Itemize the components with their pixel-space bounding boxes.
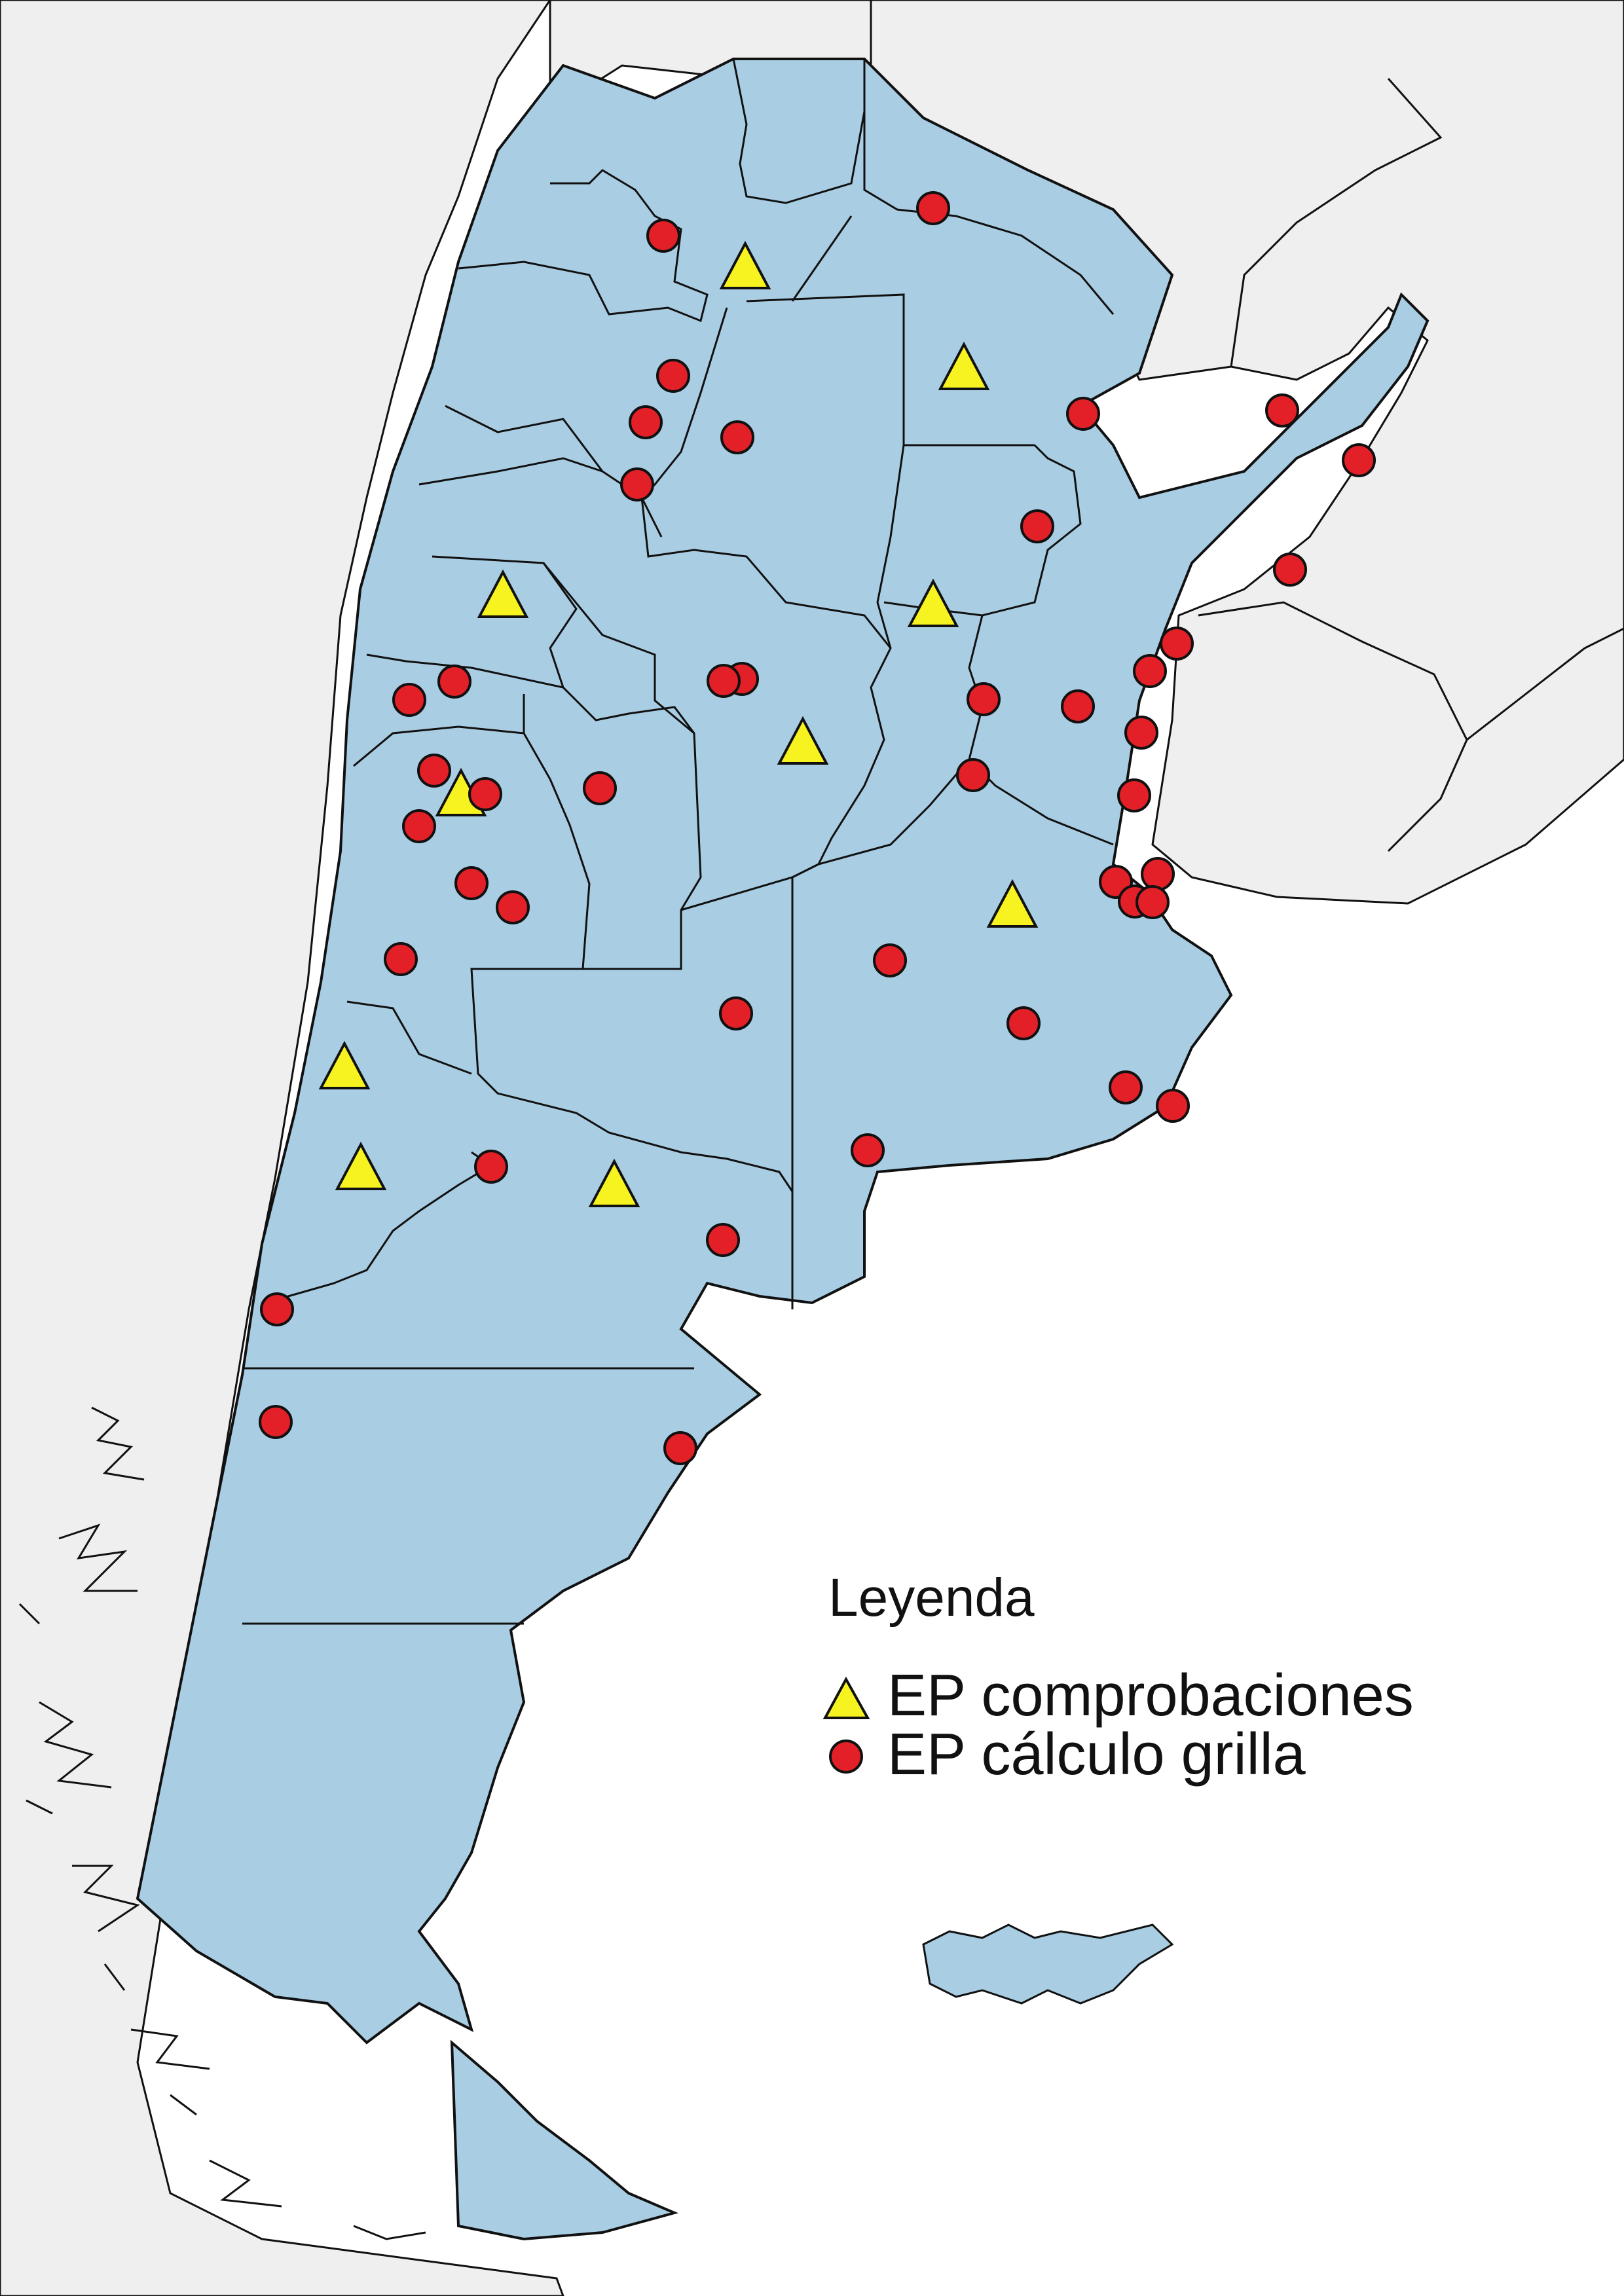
comprobacion-triangle-marker <box>335 1141 387 1190</box>
grilla-circle-marker <box>454 866 489 900</box>
neighbor-borders <box>870 0 1624 852</box>
grilla-circle-marker <box>474 1150 508 1184</box>
grilla-circle-marker <box>620 467 654 501</box>
comprobacion-triangle-marker <box>588 1158 640 1207</box>
neighbor-land-west <box>0 0 564 2296</box>
grilla-circle-marker <box>629 405 663 439</box>
grilla-markers <box>259 191 1376 1465</box>
argentina-mainland <box>136 58 1430 2045</box>
grilla-circle-marker <box>707 664 741 698</box>
grilla-circle-marker <box>437 665 471 699</box>
legend-label-grilla: EP cálculo grilla <box>887 1722 1306 1787</box>
comprobacion-triangle-marker <box>318 1040 371 1089</box>
legend-title: Leyenda <box>828 1568 1035 1628</box>
comprobacion-triangle-marker <box>986 879 1039 928</box>
grilla-circle-marker <box>916 191 950 225</box>
grilla-circle-marker <box>1156 1089 1190 1123</box>
grilla-circle-marker <box>1265 393 1299 428</box>
grilla-circle-marker <box>646 219 680 253</box>
grilla-circle-marker <box>1124 716 1158 750</box>
grilla-circle-marker <box>1066 397 1100 431</box>
comprobacion-triangle-marker <box>477 569 529 618</box>
grilla-circle-marker <box>384 942 418 976</box>
legend-circle-icon <box>829 1740 863 1774</box>
grilla-circle-marker <box>583 771 617 805</box>
grilla-circle-marker <box>496 890 530 924</box>
grilla-circle-marker <box>706 1223 740 1257</box>
grilla-circle-marker <box>1273 553 1307 587</box>
grilla-circle-marker <box>851 1133 885 1167</box>
grilla-circle-marker <box>663 1431 697 1465</box>
grilla-circle-marker <box>1133 654 1167 688</box>
grilla-circle-marker <box>1135 885 1170 919</box>
grilla-circle-marker <box>1160 627 1194 661</box>
comprobacion-triangle-marker <box>938 341 990 390</box>
grilla-circle-marker <box>719 996 753 1030</box>
grilla-circle-marker <box>1109 1070 1143 1104</box>
grilla-circle-marker <box>720 420 754 454</box>
comprobaciones-markers <box>318 240 1039 1207</box>
archipelago-coast <box>18 1406 426 2240</box>
tierra-del-fuego <box>450 2039 679 2241</box>
grilla-circle-marker <box>956 758 990 792</box>
grilla-circle-marker <box>417 754 451 788</box>
grilla-circle-marker <box>656 359 690 393</box>
grilla-circle-marker <box>967 682 1001 716</box>
grilla-circle-marker <box>392 683 426 717</box>
grilla-circle-marker <box>260 1292 294 1326</box>
grilla-circle-marker <box>1342 443 1376 477</box>
grilla-circle-marker <box>1117 778 1151 812</box>
comprobacion-triangle-marker <box>777 716 829 765</box>
grilla-circle-marker <box>1020 509 1054 543</box>
grilla-circle-marker <box>1061 689 1095 723</box>
grilla-circle-marker <box>1006 1006 1041 1040</box>
comprobacion-triangle-marker <box>719 240 771 289</box>
grilla-circle-marker <box>402 809 436 843</box>
grilla-circle-marker <box>873 943 907 977</box>
comprobacion-triangle-marker <box>907 578 959 627</box>
grilla-circle-marker <box>259 1405 293 1439</box>
argentina <box>136 58 1430 2241</box>
malvinas-visible-shape <box>922 1923 1174 2005</box>
legend-label-comprobaciones: EP comprobaciones <box>887 1663 1414 1728</box>
grilla-circle-marker <box>468 777 502 811</box>
legend: Leyenda EP comprobaciones EP cálculo gri… <box>822 1568 1414 1787</box>
grilla-circle-marker <box>1141 857 1175 891</box>
legend-triangle-icon <box>822 1676 870 1719</box>
